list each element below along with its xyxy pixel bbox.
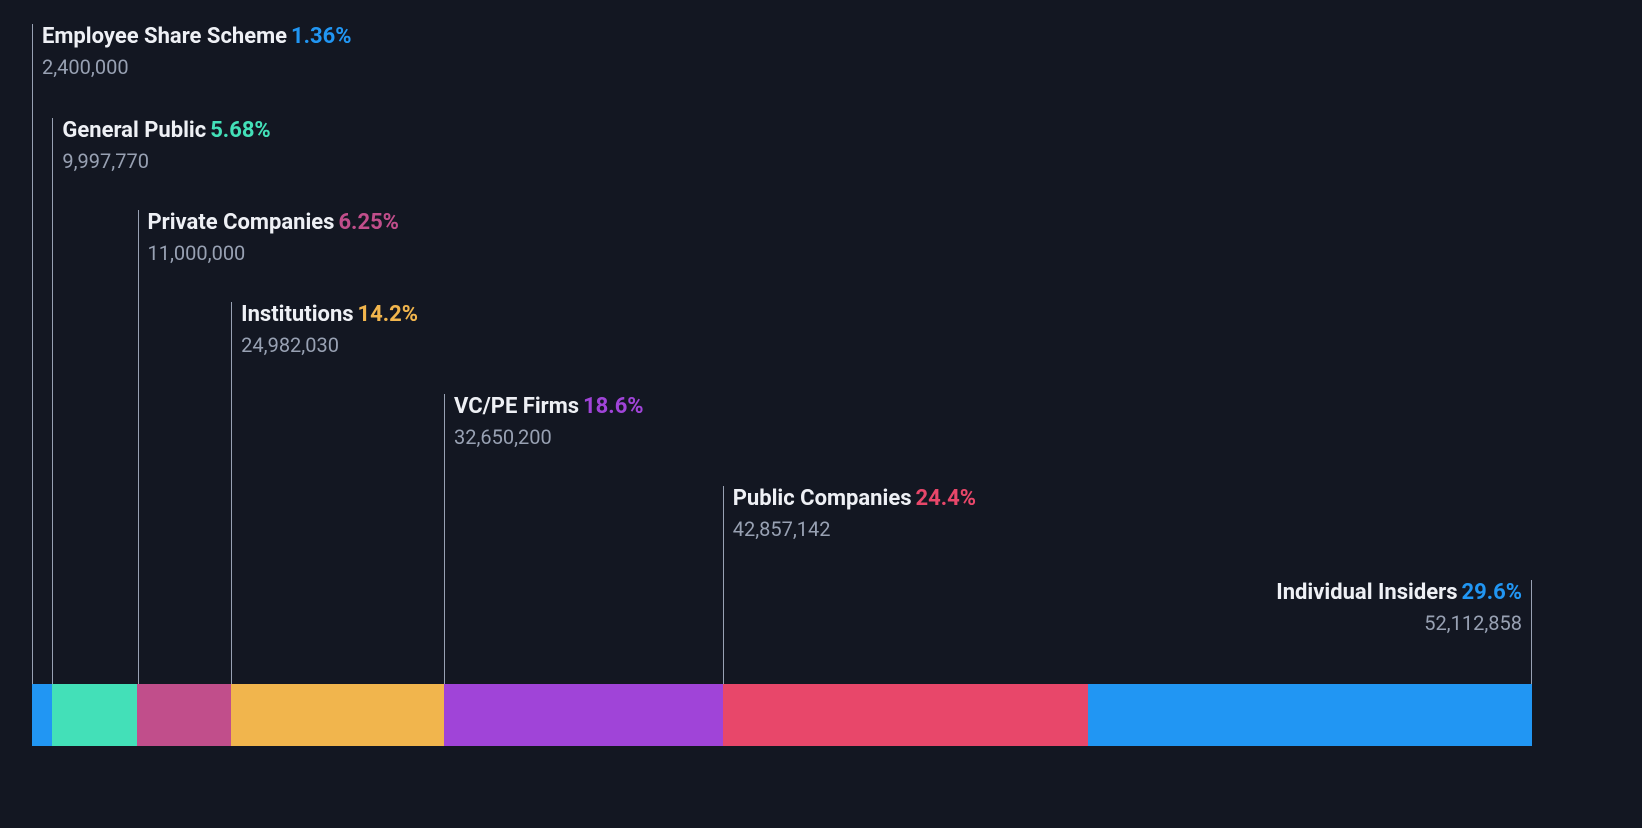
segment-value: 2,400,000 — [42, 55, 352, 79]
bar-segment — [52, 684, 137, 746]
segment-name: Public Companies — [733, 486, 912, 511]
segment-name: Employee Share Scheme — [42, 24, 287, 49]
ownership-row: VC/PE Firms 18.6% 32,650,200 — [444, 394, 644, 684]
segment-name: Institutions — [241, 302, 353, 327]
bar-segment — [1088, 684, 1532, 746]
bar-segment — [444, 684, 723, 746]
ownership-chart: Employee Share Scheme 1.36% 2,400,000 Gene… — [0, 0, 1642, 828]
segment-value: 9,997,770 — [62, 149, 270, 173]
segment-percent: 18.6% — [583, 394, 644, 419]
stacked-bar — [32, 684, 1532, 746]
segment-name: VC/PE Firms — [454, 394, 579, 419]
segment-percent: 24.4% — [916, 486, 977, 511]
segment-name: Private Companies — [148, 210, 335, 235]
ownership-row: Institutions 14.2% 24,982,030 — [231, 302, 418, 684]
segment-name: Individual Insiders — [1276, 580, 1457, 605]
bar-segment — [723, 684, 1089, 746]
segment-value: 24,982,030 — [241, 333, 418, 357]
segment-value: 42,857,142 — [733, 517, 976, 541]
segment-value: 11,000,000 — [148, 241, 399, 265]
segment-value: 52,112,858 — [1276, 611, 1522, 635]
segment-value: 32,650,200 — [454, 425, 644, 449]
segment-percent: 14.2% — [358, 302, 419, 327]
segment-percent: 5.68% — [210, 118, 271, 143]
bar-segment — [231, 684, 444, 746]
segment-percent: 1.36% — [291, 24, 352, 49]
segment-name: General Public — [62, 118, 206, 143]
bar-segment — [137, 684, 231, 746]
ownership-row: Individual Insiders 29.6% 52,112,858 — [1276, 580, 1532, 684]
bar-segment — [32, 684, 52, 746]
segment-percent: 6.25% — [338, 210, 399, 235]
ownership-row: Public Companies 24.4% 42,857,142 — [723, 486, 976, 684]
segment-percent: 29.6% — [1461, 580, 1522, 605]
